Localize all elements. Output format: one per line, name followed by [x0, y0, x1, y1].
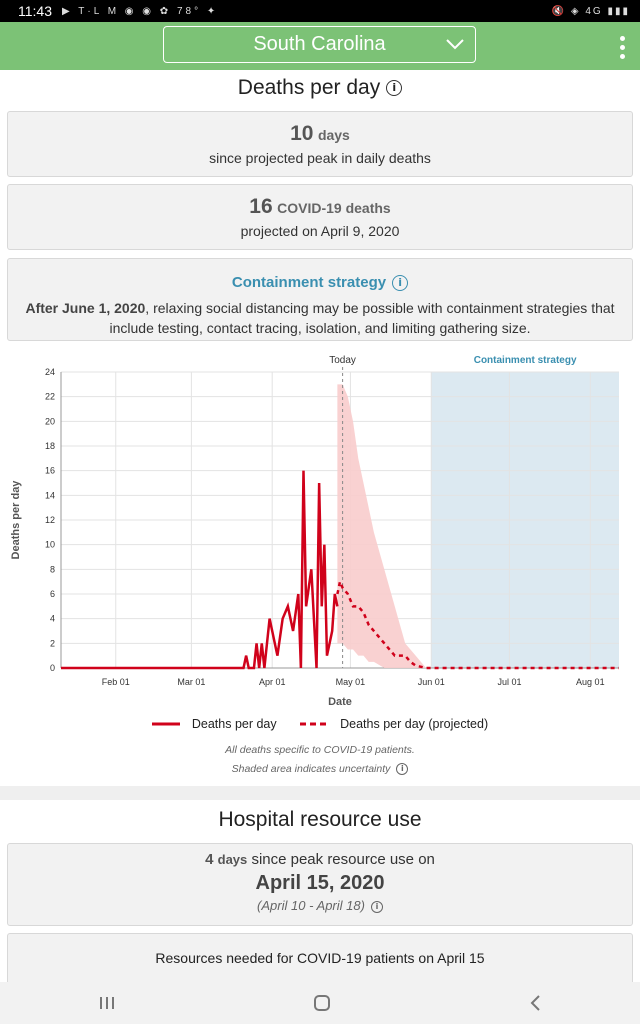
- status-system-icons: 🔇 ◈ 4G ▮▮▮: [551, 5, 630, 17]
- legend-actual-label: Deaths per day: [191, 717, 277, 731]
- containment-strategy-link[interactable]: Containment strategy: [231, 274, 387, 291]
- hospital-section-title: Hospital resource use: [218, 808, 422, 831]
- y-tick-label: 20: [45, 416, 55, 426]
- y-tick-label: 2: [50, 638, 55, 648]
- android-nav-bar: [0, 982, 640, 1024]
- peak-days-number: 10: [290, 122, 314, 145]
- hospital-range-text: (April 10 - April 18): [257, 898, 365, 913]
- y-tick-label: 18: [45, 441, 55, 451]
- y-tick-label: 24: [45, 367, 55, 377]
- y-tick-label: 16: [45, 466, 55, 476]
- x-tick-label: Aug 01: [576, 677, 605, 687]
- peak-days-card: 10 days since projected peak in daily de…: [7, 111, 633, 177]
- status-notification-icons: ▶ T·L M ◉ ◉ ✿ 78° ✦: [62, 5, 219, 17]
- app-bar: South Carolina: [0, 22, 640, 70]
- legend-projected-label: Deaths per day (projected): [340, 717, 489, 731]
- resources-title: Resources needed for COVID-19 patients o…: [155, 950, 485, 966]
- info-icon[interactable]: i: [370, 900, 383, 913]
- containment-card: Containment strategy i After June 1, 2020…: [7, 258, 633, 341]
- x-tick-label: Jun 01: [418, 677, 445, 687]
- x-tick-label: Mar 01: [177, 677, 205, 687]
- y-tick-label: 8: [50, 564, 55, 574]
- back-icon[interactable]: [528, 994, 542, 1012]
- hospital-peak-range: (April 10 - April 18) i: [8, 898, 632, 913]
- info-icon[interactable]: i: [392, 274, 409, 291]
- info-icon[interactable]: i: [396, 763, 409, 776]
- uncertainty-band: [337, 384, 427, 668]
- x-tick-label: Apr 01: [259, 677, 286, 687]
- deaths-title-text: Deaths per day: [237, 76, 381, 99]
- chevron-down-icon: [446, 39, 464, 50]
- deaths-chart: 0 2 4 6 8 10 12 14 16 18 20 22 24 Feb 01 Mar 01 Apr 01 M…: [0, 345, 640, 785]
- chart-legend: Deaths per day Deaths per day (projected…: [0, 716, 640, 731]
- legend-projected: Deaths per day (projected): [300, 717, 488, 731]
- hospital-peak-date: April 15, 2020: [255, 872, 385, 894]
- y-tick-label: 0: [50, 663, 55, 673]
- state-select-value: South Carolina: [253, 33, 386, 55]
- state-select-dropdown[interactable]: South Carolina: [163, 26, 476, 63]
- x-axis-title: Date: [328, 696, 352, 708]
- home-icon[interactable]: [313, 994, 331, 1012]
- series-line-projected: [336, 577, 619, 670]
- section-divider: [0, 786, 640, 800]
- peak-days-text: since projected peak in daily deaths: [209, 150, 431, 166]
- peak-days-unit: days: [317, 127, 350, 143]
- y-tick-label: 4: [50, 614, 55, 624]
- hospital-peak-text: since peak resource use on: [251, 851, 435, 868]
- containment-date: After June 1, 2020: [25, 300, 146, 316]
- projected-deaths-number: 16: [249, 195, 273, 218]
- series-line-actual: [61, 470, 339, 670]
- overflow-menu-icon[interactable]: [620, 36, 626, 59]
- dashed-line-icon: [300, 722, 329, 726]
- status-bar: 11:43 ▶ T·L M ◉ ◉ ✿ 78° ✦ 🔇 ◈ 4G ▮▮▮: [0, 0, 640, 22]
- today-label: Today: [329, 355, 356, 366]
- status-time: 11:43: [18, 3, 52, 19]
- recents-icon[interactable]: [98, 995, 116, 1011]
- note-deaths: All deaths specific to COVID-19 patients…: [225, 744, 415, 756]
- y-tick-label: 14: [45, 490, 55, 500]
- y-axis-title: Deaths per day: [10, 480, 22, 560]
- info-icon[interactable]: i: [386, 80, 403, 97]
- note-uncertainty: Shaded area indicates uncertainty i: [0, 763, 640, 776]
- y-tick-label: 22: [45, 392, 55, 402]
- containment-text: After June 1, 2020, relaxing social dist…: [16, 298, 624, 338]
- projected-deaths-card: 16 COVID-19 deaths projected on April 9,…: [7, 184, 633, 250]
- x-tick-label: May 01: [336, 677, 366, 687]
- x-tick-label: Feb 01: [102, 677, 130, 687]
- legend-actual: Deaths per day: [151, 717, 277, 731]
- deaths-section-title: Deaths per day i: [0, 76, 640, 100]
- hospital-peak-card: 4 days since peak resource use on April …: [7, 843, 633, 926]
- projected-deaths-unit: COVID-19 deaths: [277, 200, 391, 216]
- hospital-peak-number: 4: [205, 851, 214, 868]
- projected-deaths-text: projected on April 9, 2020: [240, 223, 400, 239]
- y-tick-label: 6: [50, 589, 55, 599]
- y-tick-label: 12: [45, 515, 55, 525]
- x-tick-label: Jul 01: [497, 677, 521, 687]
- solid-line-icon: [151, 722, 180, 726]
- containment-label: Containment strategy: [474, 355, 577, 366]
- hospital-peak-unit: days: [217, 852, 248, 867]
- note-uncertainty-text: Shaded area indicates uncertainty: [231, 763, 391, 775]
- y-tick-label: 10: [45, 540, 55, 550]
- containment-text-rest: , relaxing social distancing may be poss…: [109, 300, 615, 336]
